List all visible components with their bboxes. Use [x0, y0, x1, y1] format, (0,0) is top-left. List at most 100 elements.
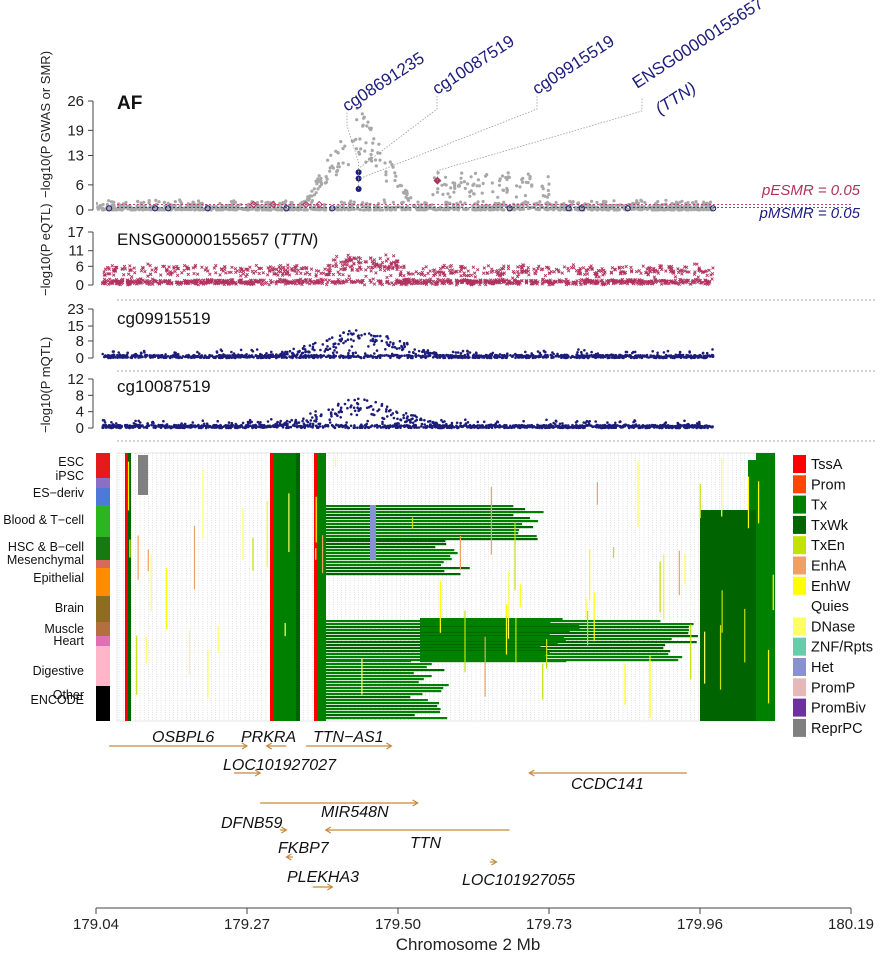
- eqtl-point: [158, 278, 163, 283]
- gwas-snp-point: [702, 200, 706, 204]
- eqtl-point: [572, 265, 576, 270]
- eqtl-point: [490, 282, 495, 286]
- eqtl-point: [121, 267, 125, 271]
- eqtl-point: [613, 267, 617, 271]
- eqtl-point: [629, 270, 634, 274]
- eqtl-point: [337, 272, 342, 276]
- mqtl-point: [427, 351, 430, 355]
- eqtl-point: [371, 277, 376, 281]
- mqtl-point: [582, 355, 585, 359]
- gwas-snp-point: [267, 207, 271, 211]
- gwas-snp-point: [363, 149, 367, 153]
- eqtl-point: [304, 278, 308, 283]
- eqtl-point: [692, 272, 697, 276]
- eqtl-point: [379, 263, 383, 267]
- mqtl-point: [417, 426, 421, 429]
- gwas-snp-point: [432, 176, 436, 180]
- eqtl-point: [436, 277, 440, 281]
- eqtl-point: [564, 282, 569, 287]
- gwas-snp-point: [477, 184, 481, 188]
- mqtl-point: [352, 339, 355, 343]
- eqtl-point: [600, 278, 604, 282]
- mqtl-point: [369, 339, 373, 342]
- gwas-snp-point: [583, 202, 587, 206]
- eqtl-point: [129, 277, 133, 282]
- gwas-snp-point: [496, 195, 500, 199]
- eqtl-point: [683, 269, 687, 273]
- gwas-snp-point: [314, 191, 318, 195]
- gwas-snp-point: [700, 203, 704, 207]
- gwas-snp-point: [276, 204, 281, 208]
- eqtl-point: [368, 256, 373, 260]
- mqtl-point: [545, 356, 548, 359]
- mqtl-point: [153, 354, 157, 357]
- eqtl-point: [475, 267, 480, 272]
- eqtl-point: [319, 277, 323, 281]
- eqtl-point: [220, 267, 224, 271]
- eqtl-point: [212, 266, 217, 270]
- mqtl-point: [389, 413, 393, 417]
- eqtl-point: [157, 281, 162, 286]
- gwas-snp-point: [330, 207, 334, 211]
- mqtl-point: [476, 420, 480, 424]
- eqtl-point: [533, 279, 537, 283]
- gwas-snp-point: [563, 207, 567, 212]
- eqtl-point: [532, 267, 536, 271]
- mqtl-point: [491, 351, 495, 355]
- eqtl-point: [382, 268, 387, 273]
- gwas-snp-point: [193, 208, 197, 212]
- mqtl-point: [703, 356, 707, 360]
- eqtl-point: [139, 269, 144, 273]
- gwas-snp-point: [112, 203, 116, 207]
- eqtl-point: [200, 265, 204, 269]
- mqtl-point: [252, 356, 255, 359]
- eqtl-point: [578, 271, 583, 275]
- eqtl-point: [114, 266, 119, 270]
- eqtl-point: [659, 282, 664, 286]
- eqtl-point: [440, 270, 444, 274]
- mqtl-point: [580, 353, 584, 356]
- eqtl-point: [530, 282, 535, 286]
- eqtl-point: [449, 263, 454, 268]
- gwas-snp-point: [643, 201, 647, 205]
- mqtl-point: [544, 353, 547, 357]
- gwas-snp-point: [324, 180, 328, 184]
- mqtl-point: [327, 408, 331, 412]
- mqtl-point: [336, 404, 340, 407]
- mqtl-point: [559, 354, 563, 358]
- mqtl-point: [450, 421, 454, 425]
- eqtl-point: [424, 265, 428, 269]
- gwas-snp-point: [355, 207, 360, 211]
- mqtl-point: [391, 412, 395, 415]
- gwas-snp-point: [289, 207, 293, 211]
- eqtl-point: [419, 278, 423, 282]
- gwas-snp-point: [377, 142, 381, 146]
- mqtl-point: [335, 351, 339, 354]
- mqtl-point: [337, 410, 341, 414]
- eqtl-point: [466, 273, 471, 278]
- eqtl-point: [448, 271, 453, 275]
- eqtl-point: [230, 265, 234, 270]
- eqtl-point: [384, 259, 389, 263]
- eqtl-point: [506, 266, 511, 271]
- eqtl-point: [136, 277, 140, 282]
- gwas-snp-point: [472, 192, 476, 196]
- gwas-snp-point: [334, 173, 338, 177]
- mqtl-point: [363, 398, 366, 402]
- mqtl1-axis-tick-label: 0: [76, 350, 84, 367]
- gwas-snp-point: [147, 199, 151, 203]
- eqtl-point: [549, 269, 554, 274]
- mqtl-point: [243, 354, 247, 357]
- eqtl-point: [391, 282, 396, 287]
- mqtl-point: [456, 356, 460, 359]
- eqtl-point: [449, 271, 454, 275]
- gwas-snp-point: [546, 188, 550, 193]
- eqtl-point: [352, 256, 356, 261]
- eqtl-point: [298, 279, 302, 284]
- eqtl-points: [100, 253, 876, 301]
- mqtl-point: [354, 355, 358, 359]
- gwas-snp-point: [384, 208, 388, 212]
